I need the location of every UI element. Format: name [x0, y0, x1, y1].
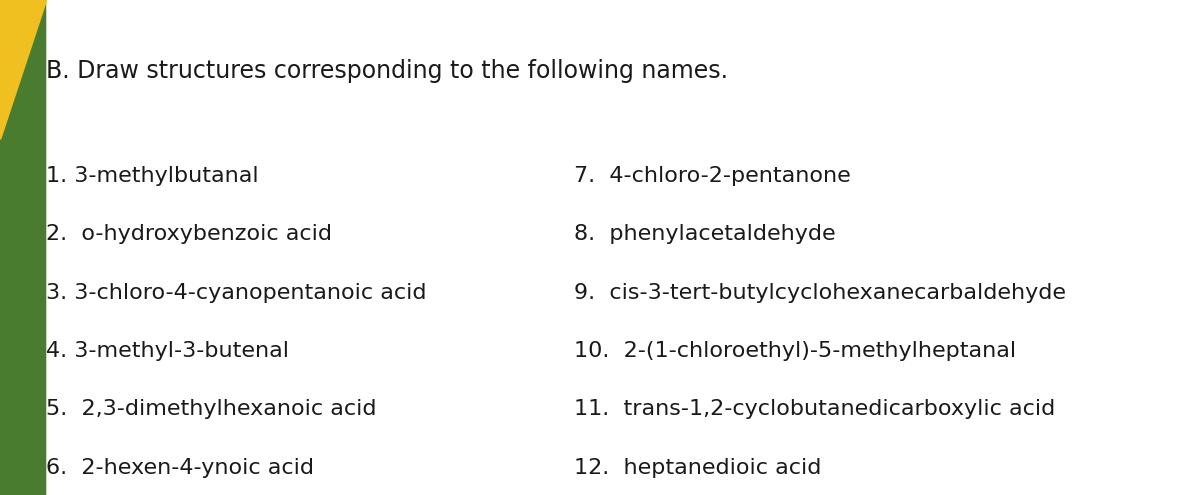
Text: 6.  2-hexen-4-ynoic acid: 6. 2-hexen-4-ynoic acid — [46, 458, 313, 478]
Text: 8.  phenylacetaldehyde: 8. phenylacetaldehyde — [574, 224, 835, 244]
Text: 12.  heptanedioic acid: 12. heptanedioic acid — [574, 458, 821, 478]
Text: 3. 3-chloro-4-cyanopentanoic acid: 3. 3-chloro-4-cyanopentanoic acid — [46, 283, 426, 302]
Text: 11.  trans-1,2-cyclobutanedicarboxylic acid: 11. trans-1,2-cyclobutanedicarboxylic ac… — [574, 399, 1055, 419]
Text: 2.  o-hydroxybenzoic acid: 2. o-hydroxybenzoic acid — [46, 224, 331, 244]
Text: 5.  2,3-dimethylhexanoic acid: 5. 2,3-dimethylhexanoic acid — [46, 399, 376, 419]
Text: 1. 3-methylbutanal: 1. 3-methylbutanal — [46, 166, 258, 186]
Text: 7.  4-chloro-2-pentanone: 7. 4-chloro-2-pentanone — [574, 166, 851, 186]
Text: 9.  cis-3-tert-butylcyclohexanecarbaldehyde: 9. cis-3-tert-butylcyclohexanecarbaldehy… — [574, 283, 1066, 302]
Text: B. Draw structures corresponding to the following names.: B. Draw structures corresponding to the … — [46, 59, 727, 83]
Text: 4. 3-methyl-3-butenal: 4. 3-methyl-3-butenal — [46, 341, 289, 361]
Text: 10.  2-(1-chloroethyl)-5-methylheptanal: 10. 2-(1-chloroethyl)-5-methylheptanal — [574, 341, 1015, 361]
